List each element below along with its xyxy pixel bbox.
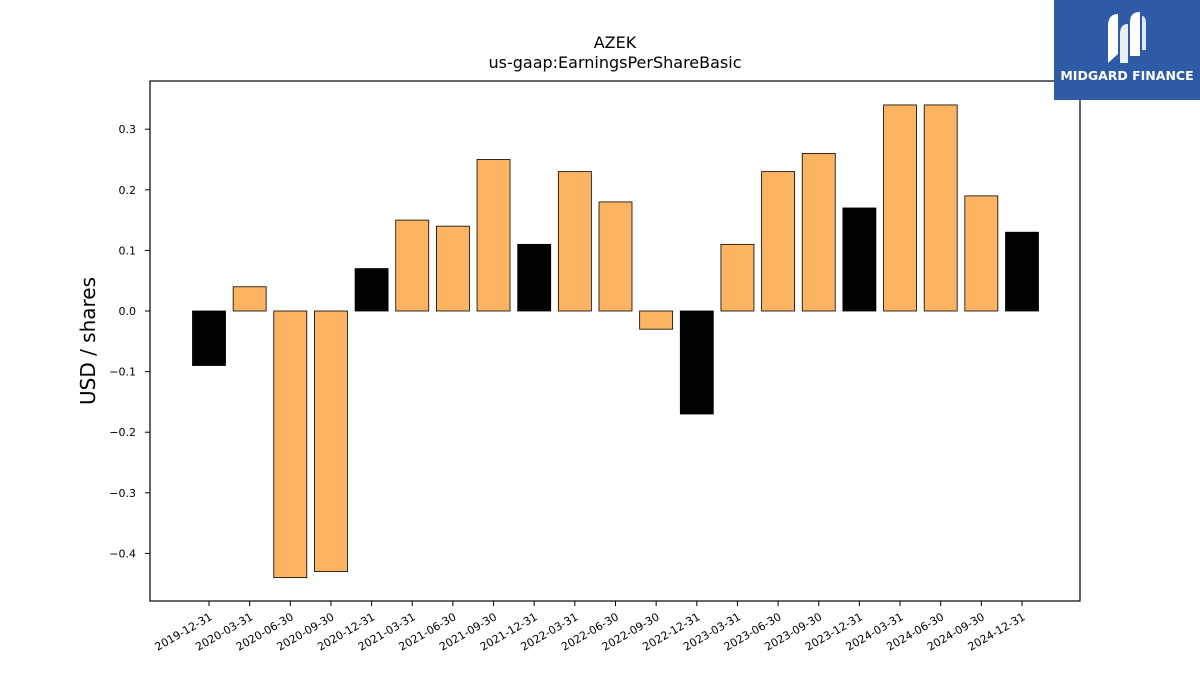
midgard-finance-logo: MIDGARD FINANCE (1054, 0, 1200, 100)
bar-2022-06-30 (598, 201, 633, 312)
x-axis: 2019-12-312020-03-312020-06-302020-09-30… (153, 601, 1028, 654)
y-tick-label: −0.2 (109, 426, 136, 439)
plot-frame (149, 80, 1081, 602)
bar-2022-12-31 (679, 310, 714, 415)
bar-2020-09-30 (314, 310, 348, 572)
bar-2020-12-31 (354, 268, 389, 312)
y-axis: −0.4 −0.3 −0.2 −0.1 0.0 0.1 0.2 0.3 (109, 123, 150, 560)
bar-2021-03-31 (395, 219, 430, 312)
logo-mark-icon (1108, 12, 1146, 63)
bar-2022-03-31 (557, 171, 592, 312)
bar-2024-06-30 (923, 104, 958, 312)
bar-2023-03-31 (720, 243, 755, 312)
bar-2021-12-31 (517, 243, 552, 312)
y-tick-label: 0.2 (119, 184, 137, 197)
bar-2024-09-30 (964, 195, 999, 312)
y-tick-label: −0.1 (109, 366, 136, 379)
bar-2019-12-31 (192, 310, 226, 366)
bar-2023-06-30 (761, 171, 795, 312)
chart-subtitle: us-gaap:EarningsPerShareBasic (488, 53, 741, 72)
bar-2021-09-30 (476, 159, 511, 312)
y-tick-label: 0.1 (119, 244, 137, 257)
bar-2023-09-30 (801, 153, 836, 312)
bar-2023-12-31 (842, 207, 877, 312)
bar-2020-06-30 (273, 310, 308, 579)
y-tick-label: −0.4 (109, 547, 136, 560)
bar-2021-06-30 (435, 225, 470, 312)
y-tick-label: 0.3 (119, 123, 137, 136)
y-tick-label: 0.0 (119, 305, 137, 318)
bars (192, 104, 1039, 579)
y-axis-label: USD / shares (76, 277, 100, 405)
bar-2024-03-31 (883, 104, 917, 312)
bar-2022-09-30 (639, 310, 674, 330)
bar-2024-12-31 (1005, 231, 1039, 312)
chart-title: AZEK (594, 33, 637, 52)
bar-2020-03-31 (232, 286, 267, 312)
logo-text: MIDGARD FINANCE (1060, 68, 1194, 83)
y-tick-label: −0.3 (109, 487, 136, 500)
